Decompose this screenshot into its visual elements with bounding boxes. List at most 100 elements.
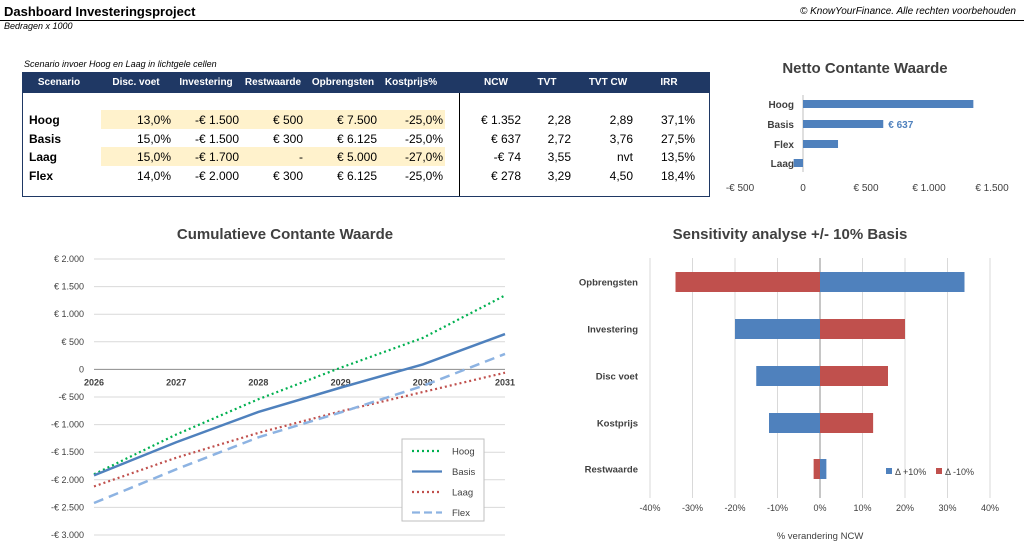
x-tick-label: -20% [724,503,745,513]
input-highlight [101,110,445,129]
y-tick-label: -€ 2.000 [51,475,84,485]
table-cell: -27,0% [404,150,443,164]
table-divider [459,93,460,196]
copyright-text: © KnowYourFinance. Alle rechten voorbeho… [799,6,1016,17]
category-label: Flex [774,140,794,151]
legend-swatch [886,468,892,474]
y-tick-label: € 1.500 [54,282,84,292]
table-cell: € 300 [272,168,303,183]
x-tick-label: 0 [800,183,806,194]
bar-opbrengsten [675,272,820,292]
table-cell: 15,0% [136,131,171,146]
x-tick-label: 2029 [331,377,351,387]
table-cell: 18,4% [660,168,695,183]
x-tick-label: 2026 [84,377,104,387]
table-cell: -25,0% [404,113,443,127]
table-row: Hoog 13,0% -€ 1.500 € 500 € 7.500 -25,0% € 1.3… [23,110,709,129]
category-label: Investering [587,325,638,336]
table-cell: € 300 [272,131,303,146]
table-cell: € 637 [490,131,521,146]
category-label: Kostprijs [597,419,638,430]
series-line-basis [93,332,506,477]
table-cell: 13,0% [136,113,171,127]
y-tick-label: -€ 1.000 [51,420,84,430]
table-cell: -25,0% [404,168,443,183]
y-tick-label: -€ 2.500 [51,502,84,512]
legend-label: Laag [452,488,473,499]
x-tick-label: 2031 [495,377,515,387]
y-tick-label: € 500 [61,337,84,347]
table-cell: nvt [616,150,633,164]
bar-laag [793,159,803,167]
x-tick-label: -€ 500 [726,183,755,194]
bar-kostprijs [820,413,874,433]
table-row: Laag 15,0% -€ 1.700 - € 5.000 -27,0% -€ 74 3,55… [23,147,709,166]
bar-restwaarde [820,459,827,479]
dashboard-header: Dashboard Investeringsproject © KnowYour… [0,0,1024,34]
x-tick-label: € 1.000 [912,183,946,194]
x-tick-label: € 500 [853,183,878,194]
table-row: Basis 15,0% -€ 1.500 € 300 € 6.125 -25,0% € 63… [23,129,709,148]
category-label: Restwaarde [585,465,638,476]
table-cell: € 6.125 [336,131,377,146]
scenario-name: Laag [29,150,58,164]
legend-label: Basis [452,467,475,478]
column-header: Investering [179,77,233,88]
y-tick-label: -€ 3.000 [51,530,84,540]
table-cell: € 5.000 [336,150,377,164]
table-cell: 15,0% [136,150,171,164]
scenario-name: Basis [29,131,62,146]
legend-label: Hoog [452,447,475,458]
bar-investering [820,319,905,339]
y-tick-label: -€ 500 [58,392,84,402]
legend-label: Δ -10% [945,467,974,477]
x-tick-label: -30% [682,503,703,513]
x-tick-label: 40% [981,503,999,513]
scenario-note: Scenario invoer Hoog en Laag in lichtgel… [24,59,217,69]
x-tick-label: 20% [896,503,914,513]
table-cell: 4,50 [609,168,633,183]
table-header: Scenario Disc. voet Investering Restwaarde O… [23,73,709,93]
table-cell: 13,5% [660,150,695,164]
column-header: TVT [537,77,557,88]
y-tick-label: € 1.000 [54,309,84,319]
x-tick-label: 2027 [166,377,186,387]
sens-chart-title: Sensitivity analyse +/- 10% Basis [672,226,908,243]
table-cell: € 7.500 [336,113,377,127]
column-header: Disc. voet [112,77,160,88]
table-cell: 3,29 [547,168,571,183]
legend-label: Δ +10% [895,467,926,477]
series-line-hoog [93,294,506,476]
header-divider [0,20,1024,21]
column-header: Scenario [37,77,81,88]
page-title: Dashboard Investeringsproject [4,4,196,19]
table-cell: 37,1% [660,113,695,127]
table-cell: 2,89 [609,113,633,127]
category-label: Basis [767,120,794,131]
bar-restwaarde [813,459,820,479]
bar-kostprijs [769,413,820,433]
x-tick-label: 2028 [248,377,268,387]
table-cell: -€ 1.700 [194,150,239,164]
table-cell: -€ 2.000 [194,168,239,183]
table-row: Flex 14,0% -€ 2.000 € 300 € 6.125 -25,0% € 278… [23,166,709,185]
legend-label: Flex [452,508,470,519]
x-tick-label: 0% [813,503,826,513]
column-header: NCW [484,77,508,88]
bar-flex [803,140,839,148]
x-tick-label: 30% [938,503,956,513]
column-header: Opbrengsten [311,77,375,88]
ncw-chart-title: Netto Contante Waarde [782,60,948,77]
category-label: Opbrengsten [579,278,638,289]
table-cell: 3,76 [609,131,633,146]
y-tick-label: 0 [79,364,84,374]
table-cell: 2,72 [547,131,571,146]
table-cell: 3,55 [547,150,571,164]
table-cell: 14,0% [136,168,171,183]
y-tick-label: € 2.000 [54,254,84,264]
bar-opbrengsten [820,272,965,292]
x-tick-label: -40% [639,503,660,513]
